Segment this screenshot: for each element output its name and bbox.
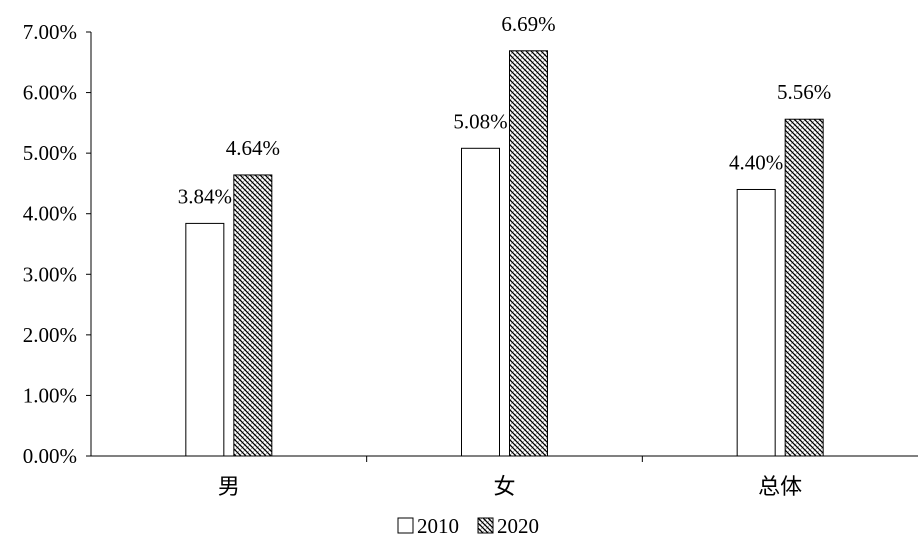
y-tick-label: 3.00% xyxy=(23,262,77,286)
data-label: 4.40% xyxy=(729,150,783,174)
bar-2010 xyxy=(185,222,225,457)
data-label: 5.56% xyxy=(777,80,831,104)
bar-2020 xyxy=(784,118,824,457)
bar-2010 xyxy=(736,188,776,457)
y-tick-label: 6.00% xyxy=(23,81,77,105)
legend-label: 2010 xyxy=(417,514,459,538)
y-tick-label: 2.00% xyxy=(23,323,77,347)
bar-2020 xyxy=(233,174,273,457)
y-tick-label: 1.00% xyxy=(23,383,77,407)
data-label: 4.64% xyxy=(226,136,280,160)
legend: 2010 2020 xyxy=(397,514,539,538)
y-tick-label: 5.00% xyxy=(23,141,77,165)
data-label: 5.08% xyxy=(453,109,507,133)
data-label: 3.84% xyxy=(178,184,232,208)
y-tick-label: 7.00% xyxy=(23,20,77,44)
y-tick-label: 4.00% xyxy=(23,202,77,226)
legend-label: 2020 xyxy=(497,514,539,538)
bar-2010 xyxy=(461,147,500,457)
x-category-label: 总体 xyxy=(758,474,802,499)
data-label: 6.69% xyxy=(501,12,555,36)
bar-2020 xyxy=(509,50,548,457)
legend-swatch-2010 xyxy=(397,517,414,534)
plot-area: 0.00% 1.00% 2.00% 3.00% 4.00% 5.00% 6.00% 7.00%… xyxy=(23,12,918,499)
x-category-label: 男 xyxy=(218,474,240,499)
y-tick-label: 0.00% xyxy=(23,444,77,468)
x-category-label: 女 xyxy=(493,474,515,499)
legend-swatch-2020 xyxy=(477,517,494,534)
